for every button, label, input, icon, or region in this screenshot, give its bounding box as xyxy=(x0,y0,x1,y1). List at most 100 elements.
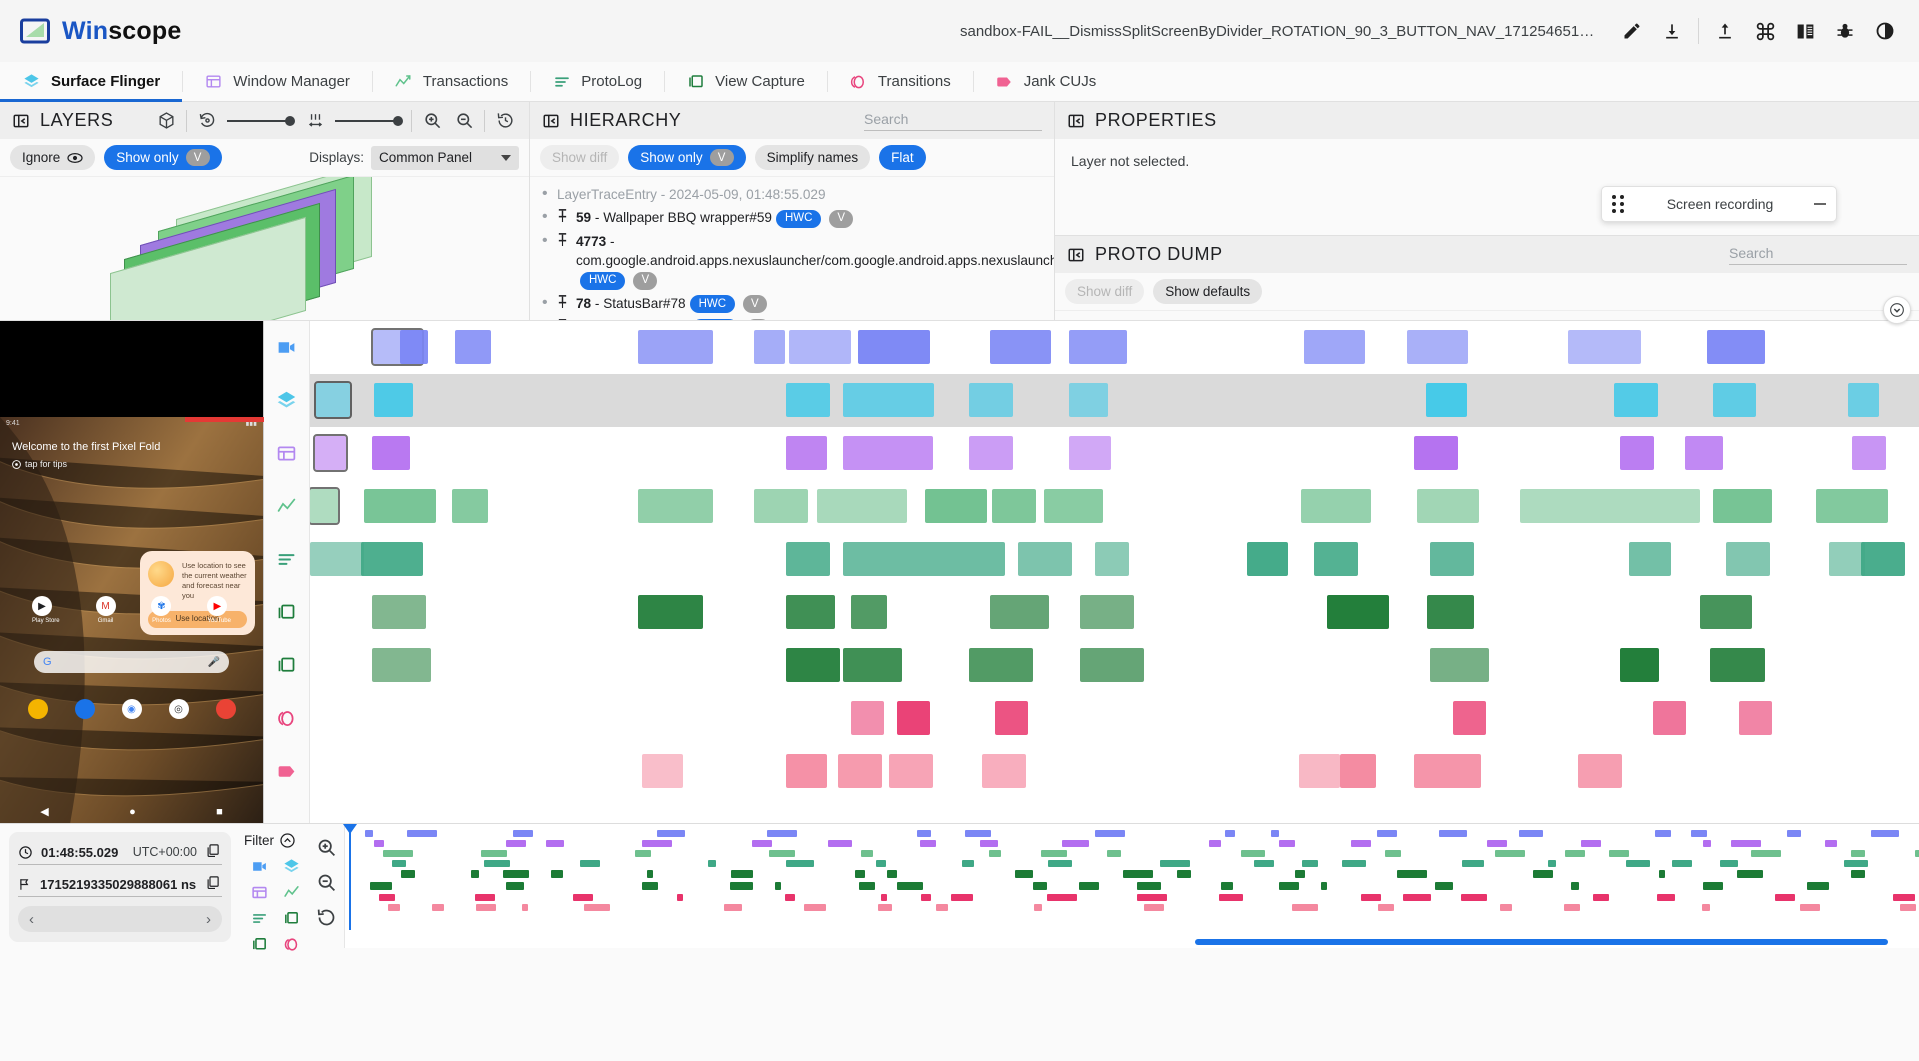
displays-select[interactable]: Common Panel xyxy=(371,145,519,170)
trace-block[interactable] xyxy=(837,754,882,788)
app-photos[interactable]: ✾ Photos xyxy=(151,596,172,624)
trace-block[interactable] xyxy=(1095,542,1129,576)
surface-flinger-filter-icon[interactable] xyxy=(278,855,304,877)
view-capture-2-trace[interactable] xyxy=(310,639,1919,692)
trace-block[interactable] xyxy=(1861,542,1905,576)
show-defaults-button[interactable]: Show defaults xyxy=(1153,279,1263,304)
pin-icon[interactable] xyxy=(557,294,569,314)
tab-transitions[interactable]: Transitions xyxy=(826,62,973,101)
trace-block[interactable] xyxy=(1429,648,1490,682)
transactions-trace[interactable] xyxy=(310,480,1919,533)
screen-recording-trace[interactable] xyxy=(310,321,1919,374)
trace-block[interactable] xyxy=(371,436,411,470)
tree-node-78[interactable]: • 78 - StatusBar#78 HWC V xyxy=(542,292,1054,316)
trace-block[interactable] xyxy=(1828,542,1865,576)
app-gmail[interactable]: M Gmail xyxy=(95,596,116,624)
trace-block[interactable] xyxy=(1339,754,1376,788)
trace-block[interactable] xyxy=(754,330,785,364)
timeline-zoom-out-icon[interactable] xyxy=(316,872,337,898)
window-manager-trace-icon[interactable] xyxy=(264,427,309,480)
transitions-filter-icon[interactable] xyxy=(278,933,304,955)
tree-node-4773[interactable]: • 4773 - com.google.android.apps.nexusla… xyxy=(542,230,1054,292)
trace-block[interactable] xyxy=(1620,648,1659,682)
trace-block[interactable] xyxy=(1426,383,1468,417)
trace-block[interactable] xyxy=(638,595,703,629)
trace-block[interactable] xyxy=(1713,489,1773,523)
surface-flinger-trace[interactable] xyxy=(310,374,1919,427)
trace-block[interactable] xyxy=(1298,754,1340,788)
trace-block[interactable] xyxy=(858,330,931,364)
trace-block[interactable] xyxy=(371,648,431,682)
trace-block[interactable] xyxy=(994,701,1029,735)
trace-block[interactable] xyxy=(1852,436,1886,470)
trace-block[interactable] xyxy=(981,754,1026,788)
trace-block[interactable] xyxy=(1069,436,1111,470)
trace-block[interactable] xyxy=(1414,436,1459,470)
trace-block[interactable] xyxy=(992,489,1036,523)
trace-block[interactable] xyxy=(371,595,426,629)
dock-icon-2[interactable] xyxy=(74,699,95,719)
restore-view-icon[interactable] xyxy=(493,109,517,133)
ns-timestamp-field[interactable]: 1715219335029888061 ns xyxy=(18,872,222,897)
tab-view-capture[interactable]: View Capture xyxy=(664,62,827,101)
nav-recents-icon[interactable]: ■ xyxy=(216,805,223,818)
trace-block[interactable] xyxy=(1652,701,1686,735)
documentation-icon[interactable] xyxy=(1785,11,1825,51)
trace-block[interactable] xyxy=(842,648,903,682)
trace-block[interactable] xyxy=(1700,595,1752,629)
trace-block[interactable] xyxy=(1301,489,1371,523)
window-manager-trace[interactable] xyxy=(310,427,1919,480)
trace-block[interactable] xyxy=(1713,383,1756,417)
trace-timeline-rows[interactable] xyxy=(310,321,1919,823)
trace-block[interactable] xyxy=(1069,383,1109,417)
trace-block[interactable] xyxy=(1314,542,1358,576)
trace-block[interactable] xyxy=(786,648,841,682)
trace-block[interactable] xyxy=(400,330,429,364)
human-timestamp-field[interactable]: 01:48:55.029 UTC+00:00 xyxy=(18,840,222,865)
trace-block[interactable] xyxy=(850,595,887,629)
trace-block[interactable] xyxy=(817,489,908,523)
3d-view-icon[interactable] xyxy=(154,109,178,133)
trace-block[interactable] xyxy=(455,330,492,364)
trace-block[interactable] xyxy=(842,436,933,470)
pin-icon[interactable] xyxy=(557,318,569,320)
protolog-trace-icon[interactable] xyxy=(264,533,309,586)
dock-chrome-icon[interactable]: ◉ xyxy=(121,699,142,719)
timeline-mini-map[interactable] xyxy=(343,824,1919,948)
mic-icon[interactable]: 🎤 xyxy=(207,656,220,668)
simplify-names-button[interactable]: Simplify names xyxy=(754,145,871,170)
pin-icon[interactable] xyxy=(557,232,569,252)
prev-entry-button[interactable]: ‹ xyxy=(29,910,34,928)
protolog-filter-icon[interactable] xyxy=(246,907,272,929)
transitions-trace[interactable] xyxy=(310,692,1919,745)
trace-block[interactable] xyxy=(1326,595,1389,629)
device-screen-preview[interactable]: 9:41 ▮▮▮ Welcome to the first Pixel Fold… xyxy=(0,321,264,823)
collapse-panel-icon[interactable] xyxy=(12,112,30,130)
trace-block[interactable] xyxy=(1414,754,1482,788)
trace-block[interactable] xyxy=(1427,595,1474,629)
trace-block[interactable] xyxy=(786,542,830,576)
collapse-panel-icon[interactable] xyxy=(542,112,560,130)
screen-recording-floating-card[interactable]: Screen recording xyxy=(1601,186,1837,222)
tab-protolog[interactable]: ProtoLog xyxy=(530,62,664,101)
flat-button[interactable]: Flat xyxy=(879,145,926,170)
trace-block[interactable] xyxy=(642,754,684,788)
trace-block[interactable] xyxy=(754,489,809,523)
timeline-zoom-in-icon[interactable] xyxy=(316,837,337,863)
transitions-trace-icon[interactable] xyxy=(264,692,309,745)
dark-mode-icon[interactable] xyxy=(1865,11,1905,51)
trace-block[interactable] xyxy=(1069,330,1128,364)
tree-node-59[interactable]: • 59 - Wallpaper BBQ wrapper#59 HWC V xyxy=(542,206,1054,230)
trace-block[interactable] xyxy=(1613,383,1658,417)
trace-block[interactable] xyxy=(786,754,828,788)
view-capture-trace[interactable] xyxy=(310,586,1919,639)
nav-back-icon[interactable]: ◀ xyxy=(40,806,49,818)
pin-icon[interactable] xyxy=(557,208,569,228)
trace-block[interactable] xyxy=(1247,542,1289,576)
screen-recording-filter-icon[interactable] xyxy=(246,855,272,877)
trace-block[interactable] xyxy=(1577,754,1622,788)
filter-header[interactable]: Filter xyxy=(244,832,308,849)
tab-jank-cujs[interactable]: Jank CUJs xyxy=(972,62,1119,101)
trace-block[interactable] xyxy=(786,436,828,470)
dock-icon-1[interactable] xyxy=(27,699,48,719)
